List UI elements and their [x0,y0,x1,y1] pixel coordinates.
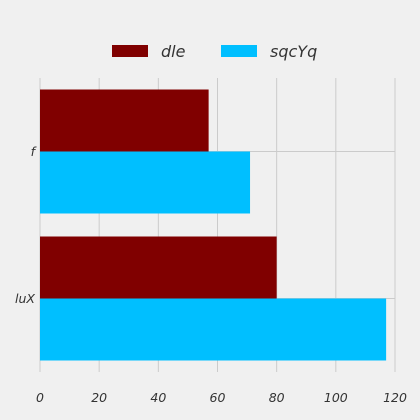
x-tick-label: 80 [269,390,285,405]
legend-swatch-sqcYq [221,45,257,57]
legend: dle sqcYq [112,42,317,61]
y-tick-label: luX [15,291,35,306]
x-tick-label: 100 [324,390,348,405]
x-tick-label: 20 [91,390,107,405]
legend-label-dle: dle [161,42,186,61]
x-tick-label: 60 [210,390,226,405]
x-axis-ticks: 0 20 40 60 80 100 120 [36,390,407,405]
legend-label-sqcYq: sqcYq [270,42,317,61]
x-tick-label: 40 [150,390,166,405]
legend-swatch-dle [112,45,148,57]
bar-dle-f [40,89,209,152]
y-tick-label: f [31,144,37,159]
bar-sqcYq-f [40,151,251,214]
x-tick-label: 120 [383,390,407,405]
y-axis-ticks: f luX [15,144,37,306]
bar-sqcYq-luX [40,298,387,361]
bars-group [40,89,387,361]
bar-dle-luX [40,236,277,299]
x-tick-label: 0 [36,390,44,405]
